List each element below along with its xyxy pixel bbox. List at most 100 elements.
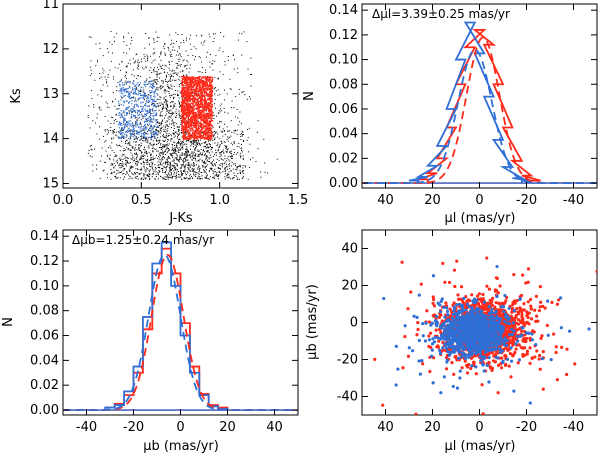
- red-selection-point: [207, 95, 210, 98]
- field-star-point: [193, 163, 195, 165]
- field-star-point: [184, 132, 186, 134]
- red-selection-point: [204, 81, 206, 84]
- field-star-point: [276, 158, 278, 160]
- red-selection-point: [205, 80, 208, 83]
- field-star-point: [139, 147, 141, 149]
- field-star-point: [249, 143, 251, 145]
- field-star-point: [117, 67, 119, 69]
- red-selection-point: [205, 120, 207, 122]
- field-star-point: [194, 141, 196, 143]
- field-star-point: [162, 108, 164, 110]
- field-star-point: [229, 168, 231, 170]
- field-star-point: [148, 152, 150, 154]
- field-star-point: [174, 142, 176, 144]
- field-star-point: [179, 161, 181, 163]
- field-star-point: [171, 85, 173, 87]
- red-selection-point: [195, 123, 197, 125]
- blue-selection-point: [118, 132, 121, 134]
- field-star-point: [200, 171, 202, 173]
- field-star-point: [149, 125, 151, 127]
- blue-selection-point: [148, 109, 151, 111]
- red-selection-point: [199, 101, 202, 103]
- field-star-point: [229, 78, 231, 80]
- blue-selection-point: [125, 121, 128, 123]
- blue-selection-point: [127, 107, 129, 109]
- field-star-point: [164, 92, 166, 94]
- field-star-point: [144, 98, 146, 100]
- field-star-point: [213, 154, 215, 156]
- red-selection-point: [182, 112, 184, 114]
- red-selection-point: [186, 107, 189, 109]
- red-selection-point: [203, 99, 205, 102]
- red-star-point: [456, 297, 461, 301]
- field-star-point: [175, 32, 177, 34]
- field-star-point: [147, 168, 149, 170]
- field-star-point: [112, 101, 114, 103]
- field-star-point: [206, 51, 208, 53]
- field-star-point: [177, 58, 179, 60]
- field-star-point: [222, 171, 224, 173]
- field-star-point: [168, 134, 170, 136]
- field-star-point: [219, 47, 221, 49]
- field-star-point: [246, 41, 248, 43]
- blue-selection-point: [126, 90, 128, 92]
- field-star-point: [125, 139, 127, 141]
- field-star-point: [122, 154, 124, 156]
- field-star-point: [115, 114, 117, 116]
- field-star-point: [198, 55, 200, 57]
- blue-selection-point: [138, 114, 140, 116]
- field-star-point: [115, 177, 117, 179]
- field-star-point: [147, 125, 149, 127]
- field-star-point: [185, 50, 187, 52]
- blue-selection-point: [151, 90, 153, 92]
- field-star-point: [193, 172, 195, 174]
- field-star-point: [152, 169, 154, 171]
- blue-selection-point: [140, 97, 142, 99]
- field-star-point: [242, 157, 244, 159]
- red-selection-point: [183, 101, 186, 103]
- field-star-point: [222, 51, 224, 53]
- field-star-point: [126, 157, 128, 159]
- red-star-point: [554, 350, 558, 355]
- field-star-point: [160, 51, 162, 53]
- field-star-point: [178, 103, 180, 105]
- field-star-point: [168, 134, 170, 136]
- red-selection-point: [207, 129, 209, 132]
- field-star-point: [201, 131, 203, 133]
- field-star-point: [199, 143, 201, 145]
- field-star-point: [157, 174, 159, 176]
- field-star-point: [223, 163, 225, 165]
- red-selection-point: [200, 134, 203, 137]
- field-star-point: [180, 130, 182, 132]
- red-selection-point: [204, 126, 207, 128]
- field-star-point: [137, 68, 139, 70]
- field-star-point: [111, 163, 113, 165]
- field-star-point: [168, 61, 170, 63]
- field-star-point: [93, 106, 95, 108]
- blue-selection-point: [134, 116, 136, 118]
- blue-selection-point: [138, 123, 141, 126]
- field-star-point: [171, 148, 173, 150]
- red-selection-point: [199, 109, 202, 112]
- blue-selection-point: [134, 91, 137, 93]
- field-star-point: [168, 112, 170, 114]
- field-star-point: [111, 137, 113, 139]
- red-selection-point: [209, 111, 212, 113]
- red-selection-point: [184, 90, 187, 92]
- blue-selection-point: [120, 114, 122, 116]
- field-star-point: [110, 60, 112, 62]
- field-star-point: [199, 71, 201, 73]
- red-selection-point: [192, 115, 194, 118]
- field-star-point: [168, 126, 170, 128]
- field-star-point: [159, 72, 161, 74]
- field-star-point: [103, 70, 105, 72]
- blue-selection-point: [128, 120, 130, 122]
- field-star-point: [90, 69, 92, 71]
- field-star-point: [119, 88, 121, 90]
- blue-selection-point: [136, 113, 139, 115]
- blue-selection-point: [154, 96, 156, 98]
- blue-selection-point: [154, 125, 156, 127]
- blue-selection-point: [152, 106, 155, 108]
- field-star-point: [121, 163, 123, 165]
- field-star-point: [151, 103, 153, 105]
